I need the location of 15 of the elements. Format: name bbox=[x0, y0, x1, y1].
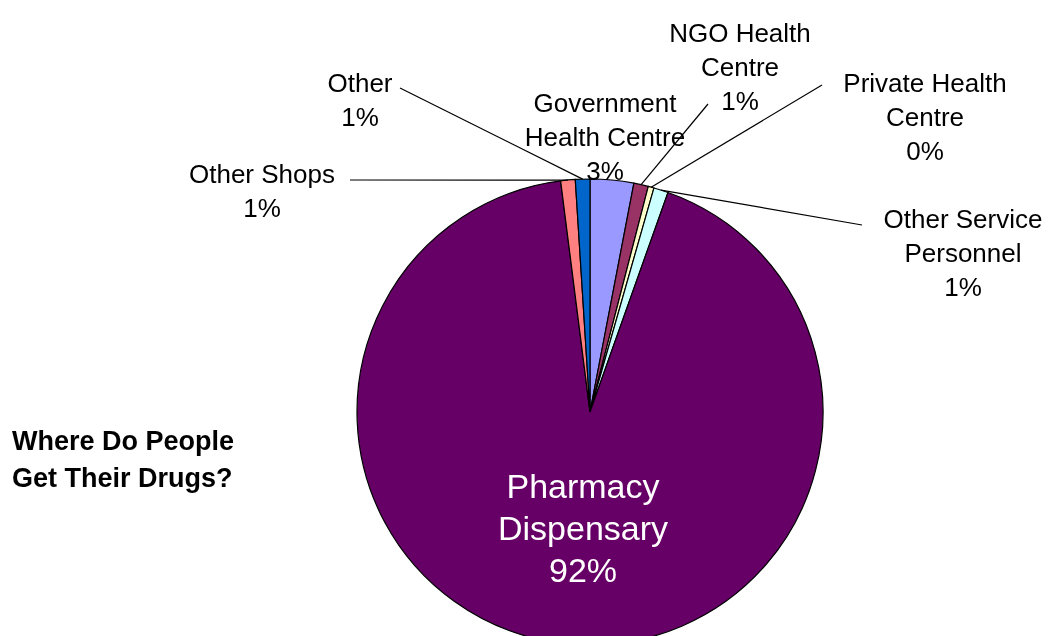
data-label: 3% bbox=[586, 156, 624, 186]
slice-label: Other Shops bbox=[189, 159, 335, 189]
text: Where Do People Get Their Drugs? bbox=[12, 426, 235, 493]
slice-label: Other bbox=[327, 68, 393, 98]
data-label: 1% bbox=[721, 86, 759, 116]
slice-label: Private Health Centre bbox=[843, 68, 1007, 132]
slice-label: Pharmacy Dispensary bbox=[497, 467, 669, 547]
data-label: 0% bbox=[906, 136, 944, 166]
data-label: 1% bbox=[243, 193, 281, 223]
slice-label: Other Service Personnel bbox=[883, 204, 1043, 268]
data-label: 1% bbox=[341, 102, 379, 132]
slice-label: Government Health Centre bbox=[524, 88, 686, 152]
slice-label: NGO Health Centre bbox=[669, 18, 811, 82]
data-label: 92% bbox=[548, 551, 618, 589]
data-label: 1% bbox=[944, 272, 982, 302]
